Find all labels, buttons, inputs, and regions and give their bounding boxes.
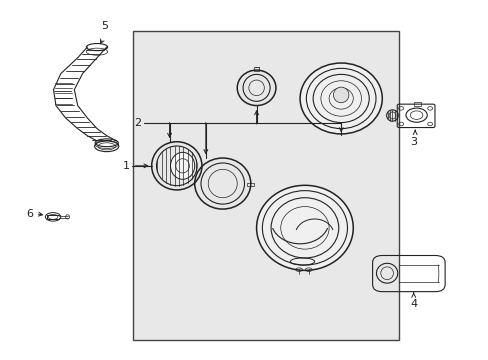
Text: 5: 5 (101, 21, 107, 31)
Text: 6: 6 (26, 209, 33, 219)
Ellipse shape (170, 152, 194, 179)
FancyBboxPatch shape (133, 31, 398, 339)
Ellipse shape (256, 185, 352, 270)
Bar (246, 183, 253, 186)
Bar (413, 102, 421, 105)
Text: 3: 3 (409, 138, 416, 148)
Text: 4: 4 (409, 299, 416, 309)
Ellipse shape (300, 63, 382, 134)
Text: 1: 1 (122, 161, 129, 171)
Text: 2: 2 (134, 118, 141, 128)
Ellipse shape (333, 87, 348, 103)
Bar (253, 67, 259, 71)
